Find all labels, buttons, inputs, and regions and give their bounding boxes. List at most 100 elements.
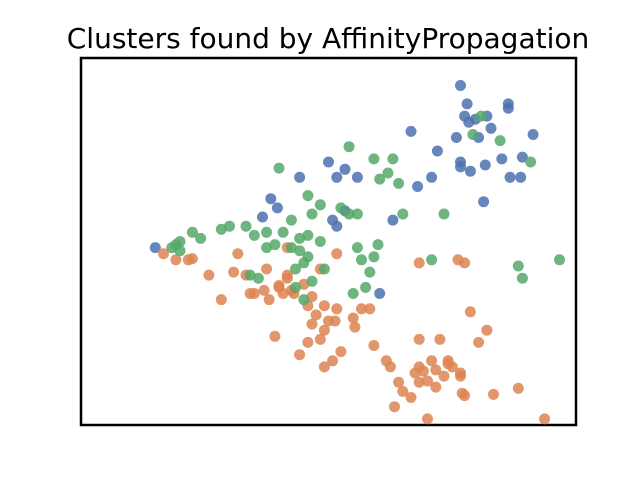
scatter-point-cluster-2 — [456, 387, 468, 399]
scatter-point-cluster-3 — [261, 226, 273, 238]
scatter-point-cluster-2 — [413, 257, 425, 269]
scatter-point-cluster-1 — [516, 151, 528, 163]
scatter-point-cluster-1 — [412, 181, 424, 192]
scatter-point-cluster-3 — [364, 266, 376, 278]
scatter-point-cluster-3 — [351, 208, 363, 220]
scatter-point-cluster-2 — [455, 370, 466, 382]
scatter-point-cluster-3 — [343, 208, 355, 220]
scatter-point-cluster-3 — [360, 281, 372, 293]
scatter-point-cluster-2 — [430, 364, 442, 376]
scatter-point-cluster-3 — [298, 294, 310, 306]
scatter-point-cluster-2 — [244, 288, 256, 299]
scatter-point-cluster-3 — [186, 226, 198, 238]
scatter-point-cluster-1 — [479, 159, 491, 171]
scatter-point-cluster-1 — [478, 196, 490, 208]
scatter-point-cluster-3 — [382, 167, 394, 179]
scatter-point-cluster-3 — [397, 208, 409, 220]
scatter-point-cluster-1 — [339, 163, 351, 175]
scatter-point-cluster-2 — [323, 315, 334, 327]
scatter-point-cluster-2 — [232, 248, 244, 260]
scatter-point-cluster-3 — [290, 263, 301, 275]
scatter-point-cluster-3 — [248, 229, 260, 241]
scatter-point-cluster-2 — [261, 263, 273, 275]
scatter-point-cluster-2 — [364, 303, 376, 315]
scatter-point-cluster-3 — [467, 129, 479, 140]
scatter-point-cluster-2 — [186, 253, 198, 265]
scatter-point-cluster-2 — [203, 269, 215, 281]
scatter-point-cluster-1 — [387, 214, 399, 226]
scatter-point-cluster-2 — [413, 333, 425, 345]
scatter-point-cluster-3 — [302, 229, 314, 241]
scatter-point-cluster-2 — [347, 312, 359, 324]
scatter-point-cluster-1 — [294, 171, 306, 183]
scatter-point-cluster-1 — [515, 171, 527, 183]
scatter-point-cluster-3 — [261, 242, 273, 254]
scatter-point-cluster-2 — [512, 382, 524, 394]
scatter-point-cluster-1 — [455, 80, 466, 91]
scatter-point-cluster-2 — [422, 413, 433, 425]
scatter-point-cluster-1 — [485, 122, 497, 134]
scatter-point-cluster-3 — [302, 190, 314, 202]
scatter-point-cluster-2 — [215, 294, 227, 306]
scatter-point-cluster-3 — [372, 239, 384, 251]
scatter-point-cluster-3 — [318, 263, 330, 275]
scatter-point-cluster-2 — [273, 281, 285, 293]
scatter-point-cluster-2 — [393, 376, 405, 388]
plot-area-frame — [79, 56, 578, 427]
scatter-point-cluster-2 — [331, 248, 343, 260]
scatter-point-cluster-1 — [504, 171, 516, 183]
scatter-point-cluster-2 — [306, 318, 318, 330]
scatter-point-cluster-2 — [464, 306, 476, 318]
scatter-point-cluster-3 — [240, 220, 252, 232]
scatter-point-cluster-3 — [525, 156, 537, 168]
scatter-point-cluster-1 — [405, 125, 417, 137]
scatter-point-cluster-2 — [302, 336, 314, 348]
scatter-point-cluster-3 — [314, 236, 326, 247]
scatter-point-cluster-2 — [294, 349, 306, 361]
scatter-point-cluster-1 — [450, 132, 462, 143]
scatter-point-cluster-1 — [426, 171, 438, 183]
scatter-point-cluster-2 — [170, 254, 182, 266]
scatter-point-cluster-2 — [158, 248, 169, 260]
scatter-point-cluster-2 — [318, 300, 330, 312]
scatter-point-cluster-2 — [426, 355, 438, 367]
scatter-point-cluster-3 — [290, 281, 301, 293]
scatter-point-cluster-2 — [397, 385, 409, 397]
scatter-point-cluster-3 — [335, 202, 347, 214]
scatter-point-cluster-3 — [244, 269, 256, 281]
scatter-point-cluster-3 — [294, 232, 306, 244]
scatter-point-cluster-2 — [349, 321, 361, 333]
scatter-point-cluster-3 — [306, 208, 318, 220]
scatter-point-cluster-2 — [356, 303, 367, 315]
scatter-point-cluster-3 — [351, 242, 363, 254]
scatter-point-cluster-1 — [431, 145, 443, 157]
scatter-point-cluster-2 — [335, 346, 347, 358]
scatter-point-cluster-3 — [215, 223, 227, 235]
scatter-point-cluster-1 — [527, 129, 539, 140]
scatter-point-cluster-2 — [452, 254, 464, 266]
scatter-point-cluster-3 — [374, 173, 386, 185]
scatter-point-cluster-3 — [195, 232, 207, 244]
scatter-point-cluster-2 — [384, 361, 396, 373]
scatter-point-cluster-1 — [496, 153, 508, 165]
scatter-point-cluster-3 — [368, 153, 380, 165]
scatter-point-cluster-3 — [314, 199, 326, 211]
scatter-point-cluster-3 — [368, 251, 380, 263]
scatter-point-cluster-2 — [318, 361, 330, 373]
scatter-point-cluster-1 — [502, 102, 514, 114]
scatter-point-cluster-1 — [351, 171, 363, 183]
scatter-point-cluster-3 — [269, 239, 281, 251]
scatter-point-cluster-1 — [331, 220, 343, 232]
scatter-point-cluster-2 — [228, 266, 240, 278]
scatter-point-cluster-3 — [166, 242, 178, 254]
scatter-point-cluster-3 — [347, 288, 359, 299]
scatter-point-cluster-3 — [512, 260, 524, 272]
scatter-point-cluster-3 — [393, 177, 405, 189]
scatter-point-cluster-2 — [281, 269, 293, 281]
scatter-point-cluster-3 — [426, 254, 438, 266]
scatter-point-cluster-3 — [252, 272, 264, 284]
scatter-point-cluster-2 — [314, 333, 326, 345]
scatter-point-cluster-3 — [273, 162, 285, 174]
scatter-point-cluster-2 — [331, 303, 343, 315]
scatter-point-cluster-3 — [475, 110, 487, 122]
